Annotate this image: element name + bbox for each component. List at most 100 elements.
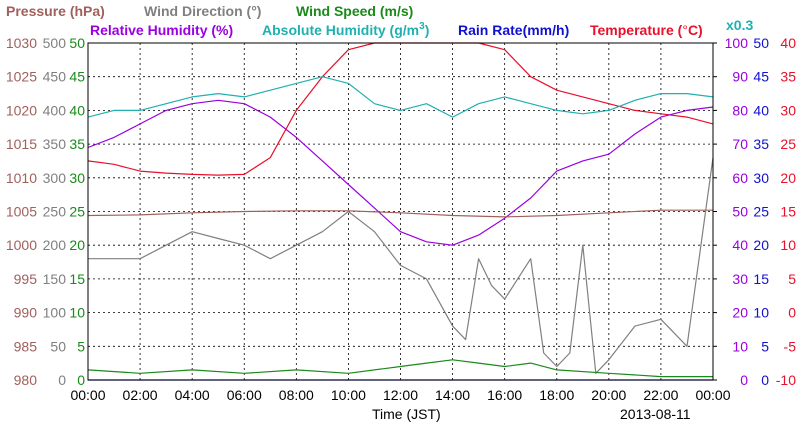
x-axis-title: Time (JST)	[372, 406, 441, 422]
y-tick-rain: 20	[753, 237, 769, 253]
y-tick-rh: 80	[732, 102, 748, 118]
y-tick-wind-speed: 10	[69, 305, 85, 321]
y-tick-wind-dir: 400	[43, 102, 67, 118]
x-tick-label: 10:00	[331, 387, 366, 403]
y-tick-temp: 40	[780, 35, 796, 51]
y-tick-wind-dir: 150	[43, 271, 67, 287]
y-tick-rain: 45	[753, 69, 769, 85]
y-tick-rh: 70	[732, 136, 748, 152]
y-tick-temp: 20	[780, 170, 796, 186]
y-tick-rain: 50	[753, 35, 769, 51]
x-tick-label: 12:00	[383, 387, 418, 403]
x-tick-label: 02:00	[123, 387, 158, 403]
series-pressure	[87, 209, 713, 218]
y-tick-rain: 0	[761, 372, 769, 388]
legend-temperature: Temperature (°C)	[590, 22, 703, 38]
y-tick-rain: 35	[753, 136, 769, 152]
x-tick-label: 16:00	[487, 387, 522, 403]
y-tick-rain: 25	[753, 204, 769, 220]
y-axes: 1030102510201015101010051000995990985980…	[6, 35, 796, 388]
series-wind-speed	[87, 359, 713, 378]
y-tick-pressure: 1015	[6, 136, 37, 152]
series-rh	[87, 99, 714, 246]
x-tick-label: 22:00	[643, 387, 678, 403]
y-tick-temp: -10	[776, 372, 796, 388]
y-tick-wind-speed: 35	[69, 136, 85, 152]
y-tick-wind-dir: 250	[43, 204, 67, 220]
y-tick-rh: 30	[732, 271, 748, 287]
y-tick-wind-speed: 25	[69, 204, 85, 220]
y-tick-rh: 0	[740, 372, 748, 388]
y-tick-rain: 15	[753, 271, 769, 287]
legend-relative-humidity: Relative Humidity (%)	[90, 22, 233, 38]
y-tick-pressure: 990	[14, 305, 38, 321]
y-tick-wind-dir: 50	[50, 338, 66, 354]
y-tick-temp: -5	[784, 338, 797, 354]
x-axis: 00:00 02:00 04:00 06:00 08:00 10:00 12:00 14:00…	[70, 387, 730, 403]
legend-wind-speed: Wind Speed (m/s)	[296, 3, 413, 19]
legend-rain-rate: Rain Rate(mm/h)	[458, 22, 569, 38]
y-tick-pressure: 1000	[6, 237, 37, 253]
y-tick-rain: 10	[753, 305, 769, 321]
y-tick-pressure: 1005	[6, 204, 37, 220]
y-tick-wind-speed: 50	[69, 35, 85, 51]
y-tick-pressure: 980	[14, 372, 38, 388]
x-tick-label: 18:00	[539, 387, 574, 403]
y-tick-temp: 15	[780, 204, 796, 220]
y-tick-rain: 30	[753, 170, 769, 186]
y-tick-wind-dir: 200	[43, 237, 67, 253]
y-tick-rh: 60	[732, 170, 748, 186]
y-tick-rain: 5	[761, 338, 769, 354]
y-tick-wind-speed: 5	[77, 338, 85, 354]
y-tick-wind-speed: 45	[69, 69, 85, 85]
y-tick-rh: 90	[732, 69, 748, 85]
y-tick-rh: 100	[725, 35, 749, 51]
series-ah	[87, 76, 714, 118]
y-tick-rh: 50	[732, 204, 748, 220]
y-tick-pressure: 985	[14, 338, 38, 354]
y-tick-rh: 40	[732, 237, 748, 253]
x-tick-label: 06:00	[227, 387, 262, 403]
y-tick-temp: 0	[788, 305, 796, 321]
y-tick-wind-dir: 300	[43, 170, 67, 186]
y-tick-wind-speed: 20	[69, 237, 85, 253]
x-tick-label: 00:00	[695, 387, 730, 403]
y-tick-rain: 40	[753, 102, 769, 118]
y-tick-wind-dir: 450	[43, 69, 67, 85]
y-tick-temp: 5	[788, 271, 796, 287]
grid	[88, 43, 713, 380]
y-tick-rh: 10	[732, 338, 748, 354]
x-tick-label: 20:00	[591, 387, 626, 403]
series-wind-dir	[88, 157, 714, 374]
y-tick-rh: 20	[732, 305, 748, 321]
y-tick-wind-speed: 40	[69, 102, 85, 118]
y-tick-wind-dir: 100	[43, 305, 67, 321]
y-tick-pressure: 1010	[6, 170, 37, 186]
x-tick-label: 14:00	[435, 387, 470, 403]
y-tick-wind-speed: 15	[69, 271, 85, 287]
y-tick-wind-speed: 0	[77, 372, 85, 388]
legend-wind-direction: Wind Direction (°)	[144, 3, 261, 19]
y-tick-pressure: 1030	[6, 35, 37, 51]
plot-frame	[87, 42, 714, 381]
legend-absolute-humidity: Absolute Humidity (g/m3)	[262, 21, 429, 38]
x-tick-label: 00:00	[70, 387, 105, 403]
y-tick-wind-dir: 350	[43, 136, 67, 152]
y-tick-temp: 35	[780, 69, 796, 85]
y-tick-wind-speed: 30	[69, 170, 85, 186]
legend-multiplier: x0.3	[726, 17, 753, 33]
y-tick-pressure: 995	[14, 271, 38, 287]
x-tick-label: 04:00	[175, 387, 210, 403]
legend-pressure: Pressure (hPa)	[6, 3, 105, 19]
x-tick-label: 08:00	[279, 387, 314, 403]
y-tick-wind-dir: 500	[43, 35, 67, 51]
y-tick-temp: 25	[780, 136, 796, 152]
y-tick-pressure: 1025	[6, 69, 37, 85]
chart-date: 2013-08-11	[620, 406, 691, 422]
legend: Pressure (hPa) Wind Direction (°) Wind S…	[6, 3, 753, 38]
y-tick-pressure: 1020	[6, 102, 37, 118]
y-tick-temp: 10	[780, 237, 796, 253]
y-tick-temp: 30	[780, 102, 796, 118]
y-tick-wind-dir: 0	[58, 372, 66, 388]
